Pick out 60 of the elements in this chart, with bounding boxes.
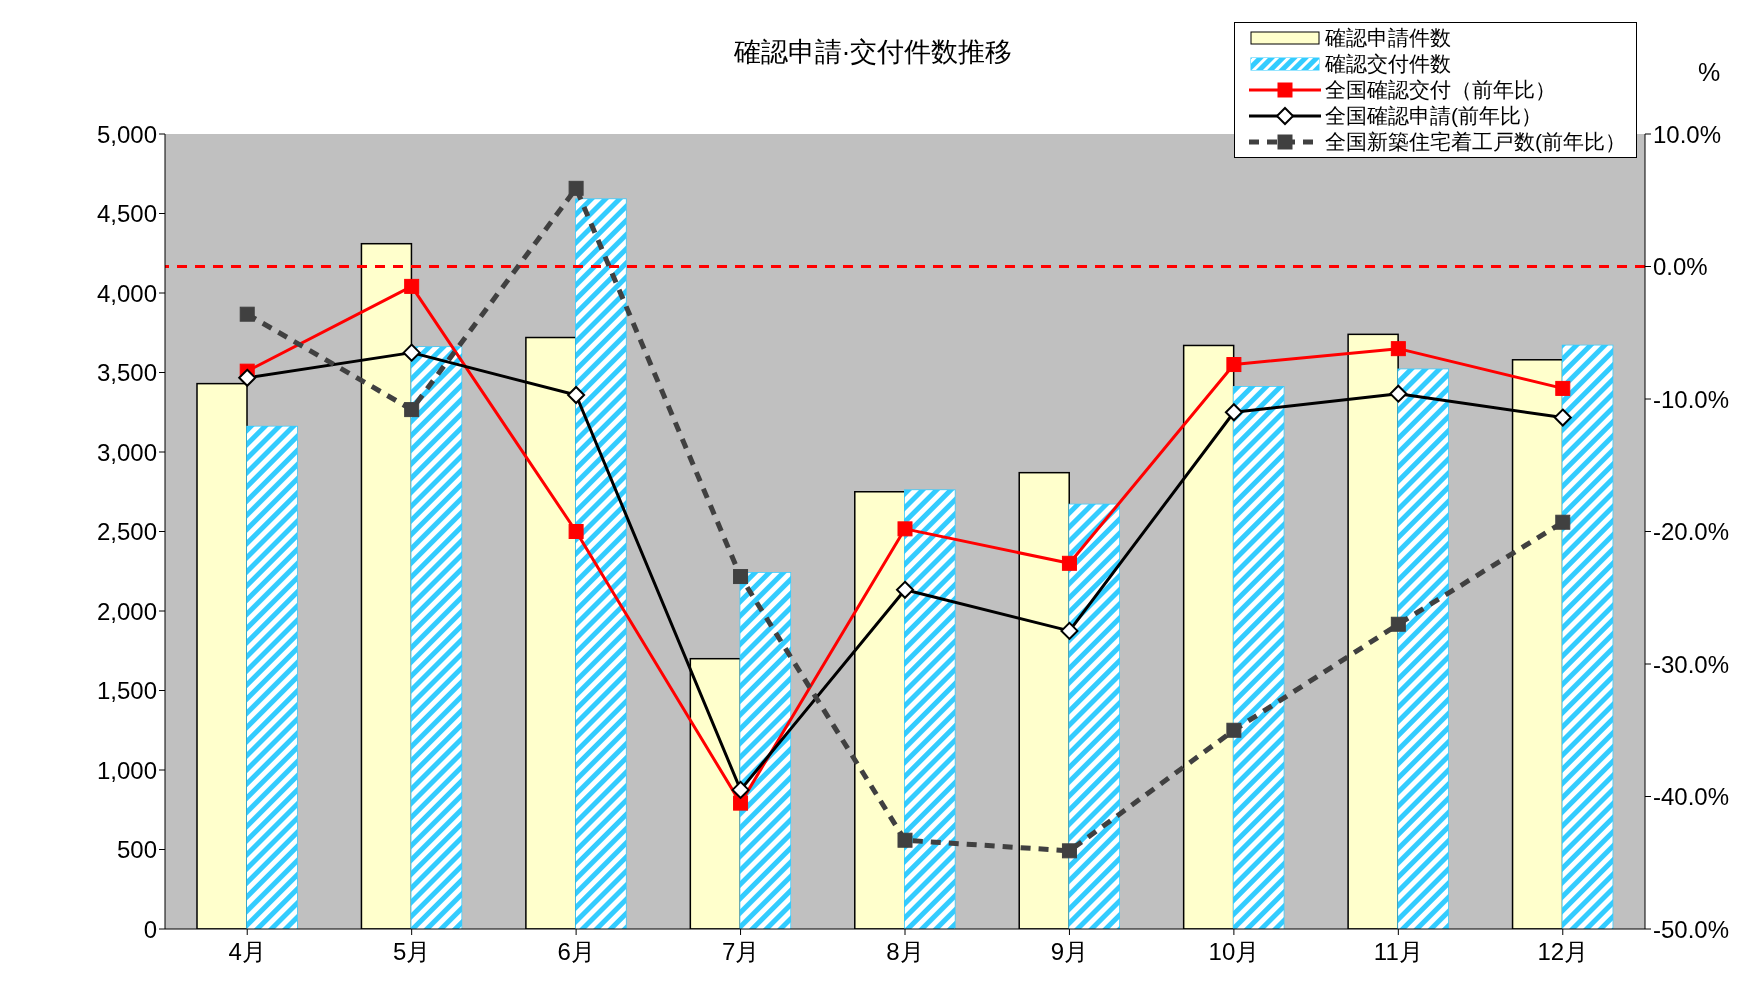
point <box>1060 621 1079 640</box>
point <box>733 795 749 811</box>
y2-tick-label: 10.0% <box>1653 120 1722 148</box>
y2-tick-label: -40.0% <box>1653 783 1730 811</box>
y-tick-label: 500 <box>116 836 157 864</box>
point <box>1226 357 1242 373</box>
point <box>897 521 913 537</box>
x-tick-label: 4月 <box>228 938 266 966</box>
point <box>896 580 914 599</box>
legend-label: 全国確認申請(前年比） <box>1325 103 1542 129</box>
point <box>567 386 586 405</box>
chart-title: 確認申請·交付件数推移 <box>732 36 1014 69</box>
point <box>1390 616 1406 632</box>
point <box>404 278 420 294</box>
point <box>1389 384 1408 403</box>
y2-tick-label: -20.0% <box>1653 518 1730 546</box>
x-tick-label: 8月 <box>886 938 924 966</box>
point <box>731 780 750 799</box>
point <box>1224 403 1243 422</box>
point <box>402 343 421 362</box>
x-tick-label: 7月 <box>721 938 760 966</box>
x-tick-label: 5月 <box>392 938 431 966</box>
x-tick-label: 12月 <box>1537 938 1589 966</box>
point <box>1390 341 1406 357</box>
y2-tick-label: -30.0% <box>1653 650 1730 678</box>
x-tick-label: 6月 <box>557 938 595 966</box>
y-tick-label: 4,500 <box>96 200 157 228</box>
y-tick-label: 1,500 <box>96 677 157 705</box>
y-tick-label: 5,000 <box>96 120 157 148</box>
y-tick-label: 2,000 <box>96 597 157 625</box>
y-tick-label: 4,000 <box>96 279 157 307</box>
x-tick-label: 9月 <box>1050 938 1089 966</box>
point <box>239 306 255 322</box>
y2-axis-title: % <box>1698 58 1721 87</box>
x-tick-label: 11月 <box>1373 938 1423 966</box>
y-tick-label: 3,000 <box>96 438 157 466</box>
point <box>1226 722 1242 738</box>
point <box>733 569 749 585</box>
y-tick-label: 3,500 <box>96 359 157 387</box>
y-tick-label: 0 <box>143 915 157 943</box>
y-tick-label: 1,000 <box>96 756 157 784</box>
x-tick-label: 10月 <box>1208 938 1260 966</box>
legend-label: 全国新築住宅着工戸数(前年比） <box>1325 129 1626 155</box>
point <box>568 180 584 196</box>
legend-label: 確認交付件数 <box>1325 51 1451 77</box>
point <box>1555 380 1571 396</box>
point <box>897 832 913 848</box>
legend-label: 確認申請件数 <box>1325 25 1451 51</box>
point <box>1555 514 1571 530</box>
point <box>1061 555 1077 571</box>
point <box>404 402 420 418</box>
point <box>1553 408 1572 427</box>
y-tick-label: 2,500 <box>96 518 157 546</box>
y2-tick-label: -50.0% <box>1653 915 1730 943</box>
point <box>238 368 257 387</box>
legend-label: 全国確認交付（前年比） <box>1325 77 1556 103</box>
y2-tick-label: -10.0% <box>1653 385 1730 413</box>
point <box>1061 843 1077 859</box>
y2-tick-label: 0.0% <box>1653 253 1708 281</box>
point <box>568 524 584 539</box>
